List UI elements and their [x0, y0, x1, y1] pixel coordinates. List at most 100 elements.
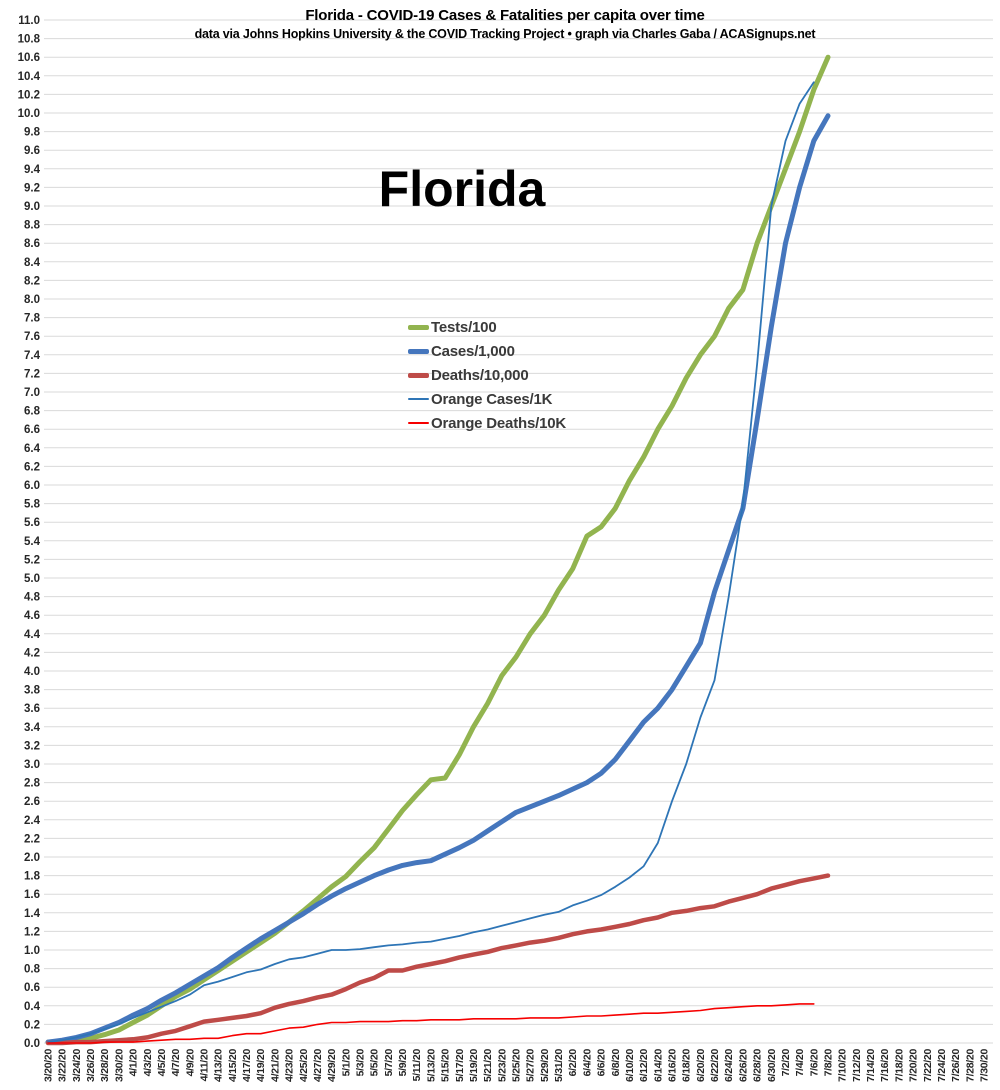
y-tick-label: 9.6: [24, 145, 40, 157]
x-tick-label: 6/10/20: [624, 1049, 636, 1082]
y-tick-label: 1.2: [24, 926, 40, 938]
y-tick-label: 6.0: [24, 480, 40, 492]
y-tick-label: 4.8: [24, 592, 41, 604]
x-tick-label: 3/26/20: [85, 1049, 97, 1082]
y-tick-label: 9.8: [24, 127, 41, 139]
y-tick-label: 2.0: [24, 852, 40, 864]
x-tick-label: 5/23/20: [496, 1049, 508, 1082]
series-line-cases-1-000: [45, 113, 831, 1045]
legend-item-orange-cases-1k: Orange Cases/1K: [408, 387, 566, 411]
x-tick-label: 4/25/20: [298, 1049, 310, 1082]
y-tick-label: 8.4: [24, 257, 41, 269]
legend-item-tests-100: Tests/100: [408, 315, 566, 339]
x-tick-label: 6/4/20: [581, 1049, 593, 1077]
y-tick-label: 10.6: [18, 52, 40, 64]
y-tick-label: 5.2: [24, 554, 40, 566]
series-line-orange-cases-1k: [47, 81, 815, 1043]
series-line-tests-100: [45, 54, 831, 1045]
x-tick-label: 6/8/20: [610, 1049, 622, 1077]
legend-label: Tests/100: [431, 318, 497, 336]
y-tick-label: 7.8: [24, 313, 41, 325]
y-tick-label: 0.4: [24, 1001, 41, 1013]
y-tick-label: 3.8: [24, 685, 41, 697]
y-tick-label: 5.0: [24, 573, 40, 585]
x-tick-label: 5/25/20: [511, 1049, 523, 1082]
x-tick-label: 5/27/20: [525, 1049, 537, 1082]
y-axis-labels: 0.0 0.2 0.4 0.6 0.8 1.0 1.2 1.4 1.6 1.8 2.0 2.2 2.4 2…: [18, 15, 41, 1050]
x-tick-label: 7/24/20: [936, 1049, 948, 1082]
x-tick-label: 7/12/20: [851, 1049, 863, 1082]
x-axis-labels: 3/20/20 3/22/20 3/24/20 3/26/20 3/28/20 3/30/…: [43, 1049, 991, 1082]
y-tick-label: 0.0: [24, 1038, 40, 1050]
legend-item-deaths-10-000: Deaths/10,000: [408, 363, 566, 387]
y-tick-label: 5.4: [24, 536, 41, 548]
x-tick-label: 4/9/20: [184, 1049, 196, 1077]
x-tick-label: 6/22/20: [709, 1049, 721, 1082]
x-tick-label: 6/16/20: [667, 1049, 679, 1082]
y-tick-label: 4.0: [24, 666, 40, 678]
legend-label: Orange Cases/1K: [431, 390, 553, 408]
y-tick-label: 0.2: [24, 1019, 40, 1031]
legend: Tests/100 Cases/1,000 Deaths/10,000 Orange …: [408, 315, 566, 435]
x-tick-label: 4/17/20: [241, 1049, 253, 1082]
y-tick-label: 9.2: [24, 182, 40, 194]
x-tick-label: 4/23/20: [284, 1049, 296, 1082]
legend-swatch-orange-deaths-10k: [408, 422, 429, 424]
legend-label: Cases/1,000: [431, 342, 515, 360]
legend-label: Deaths/10,000: [431, 366, 529, 384]
x-tick-label: 5/29/20: [539, 1049, 551, 1082]
x-tick-label: 7/20/20: [908, 1049, 920, 1082]
x-tick-label: 6/28/20: [752, 1049, 764, 1082]
y-tick-label: 1.0: [24, 945, 40, 957]
x-tick-label: 5/9/20: [397, 1049, 409, 1077]
legend-swatch-deaths-10-000: [408, 372, 429, 378]
y-tick-label: 4.2: [24, 647, 40, 659]
y-tick-label: 6.4: [24, 443, 41, 455]
y-tick-label: 9.0: [24, 201, 40, 213]
x-tick-label: 4/19/20: [255, 1049, 267, 1082]
legend-swatch-orange-cases-1k: [408, 398, 429, 400]
y-tick-label: 6.6: [24, 424, 40, 436]
y-tick-label: 0.8: [24, 964, 41, 976]
chart-subtitle: data via Johns Hopkins University & the …: [194, 27, 816, 41]
x-tick-label: 3/22/20: [57, 1049, 69, 1082]
x-tick-label: 5/1/20: [340, 1049, 352, 1077]
y-tick-label: 6.2: [24, 461, 40, 473]
x-tick-label: 5/13/20: [425, 1049, 437, 1082]
x-tick-label: 4/1/20: [128, 1049, 140, 1077]
y-tick-label: 6.8: [24, 406, 41, 418]
x-tick-label: 7/22/20: [922, 1049, 934, 1082]
y-tick-label: 10.2: [18, 89, 40, 101]
y-tick-label: 3.4: [24, 722, 41, 734]
x-tick-label: 5/3/20: [355, 1049, 367, 1077]
x-tick-label: 6/18/20: [681, 1049, 693, 1082]
x-tick-label: 7/30/20: [979, 1049, 991, 1082]
x-tick-label: 5/11/20: [411, 1049, 423, 1082]
x-tick-label: 5/31/20: [553, 1049, 565, 1082]
y-tick-label: 3.0: [24, 759, 40, 771]
x-tick-label: 6/14/20: [652, 1049, 664, 1082]
x-tick-label: 6/6/20: [596, 1049, 608, 1077]
y-tick-label: 3.6: [24, 703, 40, 715]
y-tick-label: 1.6: [24, 889, 40, 901]
x-tick-label: 6/24/20: [723, 1049, 735, 1082]
x-tick-label: 7/16/20: [879, 1049, 891, 1082]
y-tick-label: 2.2: [24, 833, 40, 845]
y-tick-label: 7.2: [24, 368, 40, 380]
legend-item-orange-deaths-10k: Orange Deaths/10K: [408, 411, 566, 435]
y-tick-label: 10.8: [18, 34, 41, 46]
y-tick-label: 8.2: [24, 275, 40, 287]
legend-label: Orange Deaths/10K: [431, 414, 566, 432]
x-tick-label: 5/17/20: [454, 1049, 466, 1082]
y-tick-label: 0.6: [24, 982, 40, 994]
y-tick-label: 4.6: [24, 610, 40, 622]
y-tick-label: 10.4: [18, 71, 41, 83]
x-tick-label: 7/10/20: [837, 1049, 849, 1082]
x-tick-label: 3/24/20: [71, 1049, 83, 1082]
y-tick-label: 8.6: [24, 238, 40, 250]
x-tick-label: 4/7/20: [170, 1049, 182, 1077]
x-tick-label: 4/27/20: [312, 1049, 324, 1082]
x-tick-label: 5/5/20: [369, 1049, 381, 1077]
